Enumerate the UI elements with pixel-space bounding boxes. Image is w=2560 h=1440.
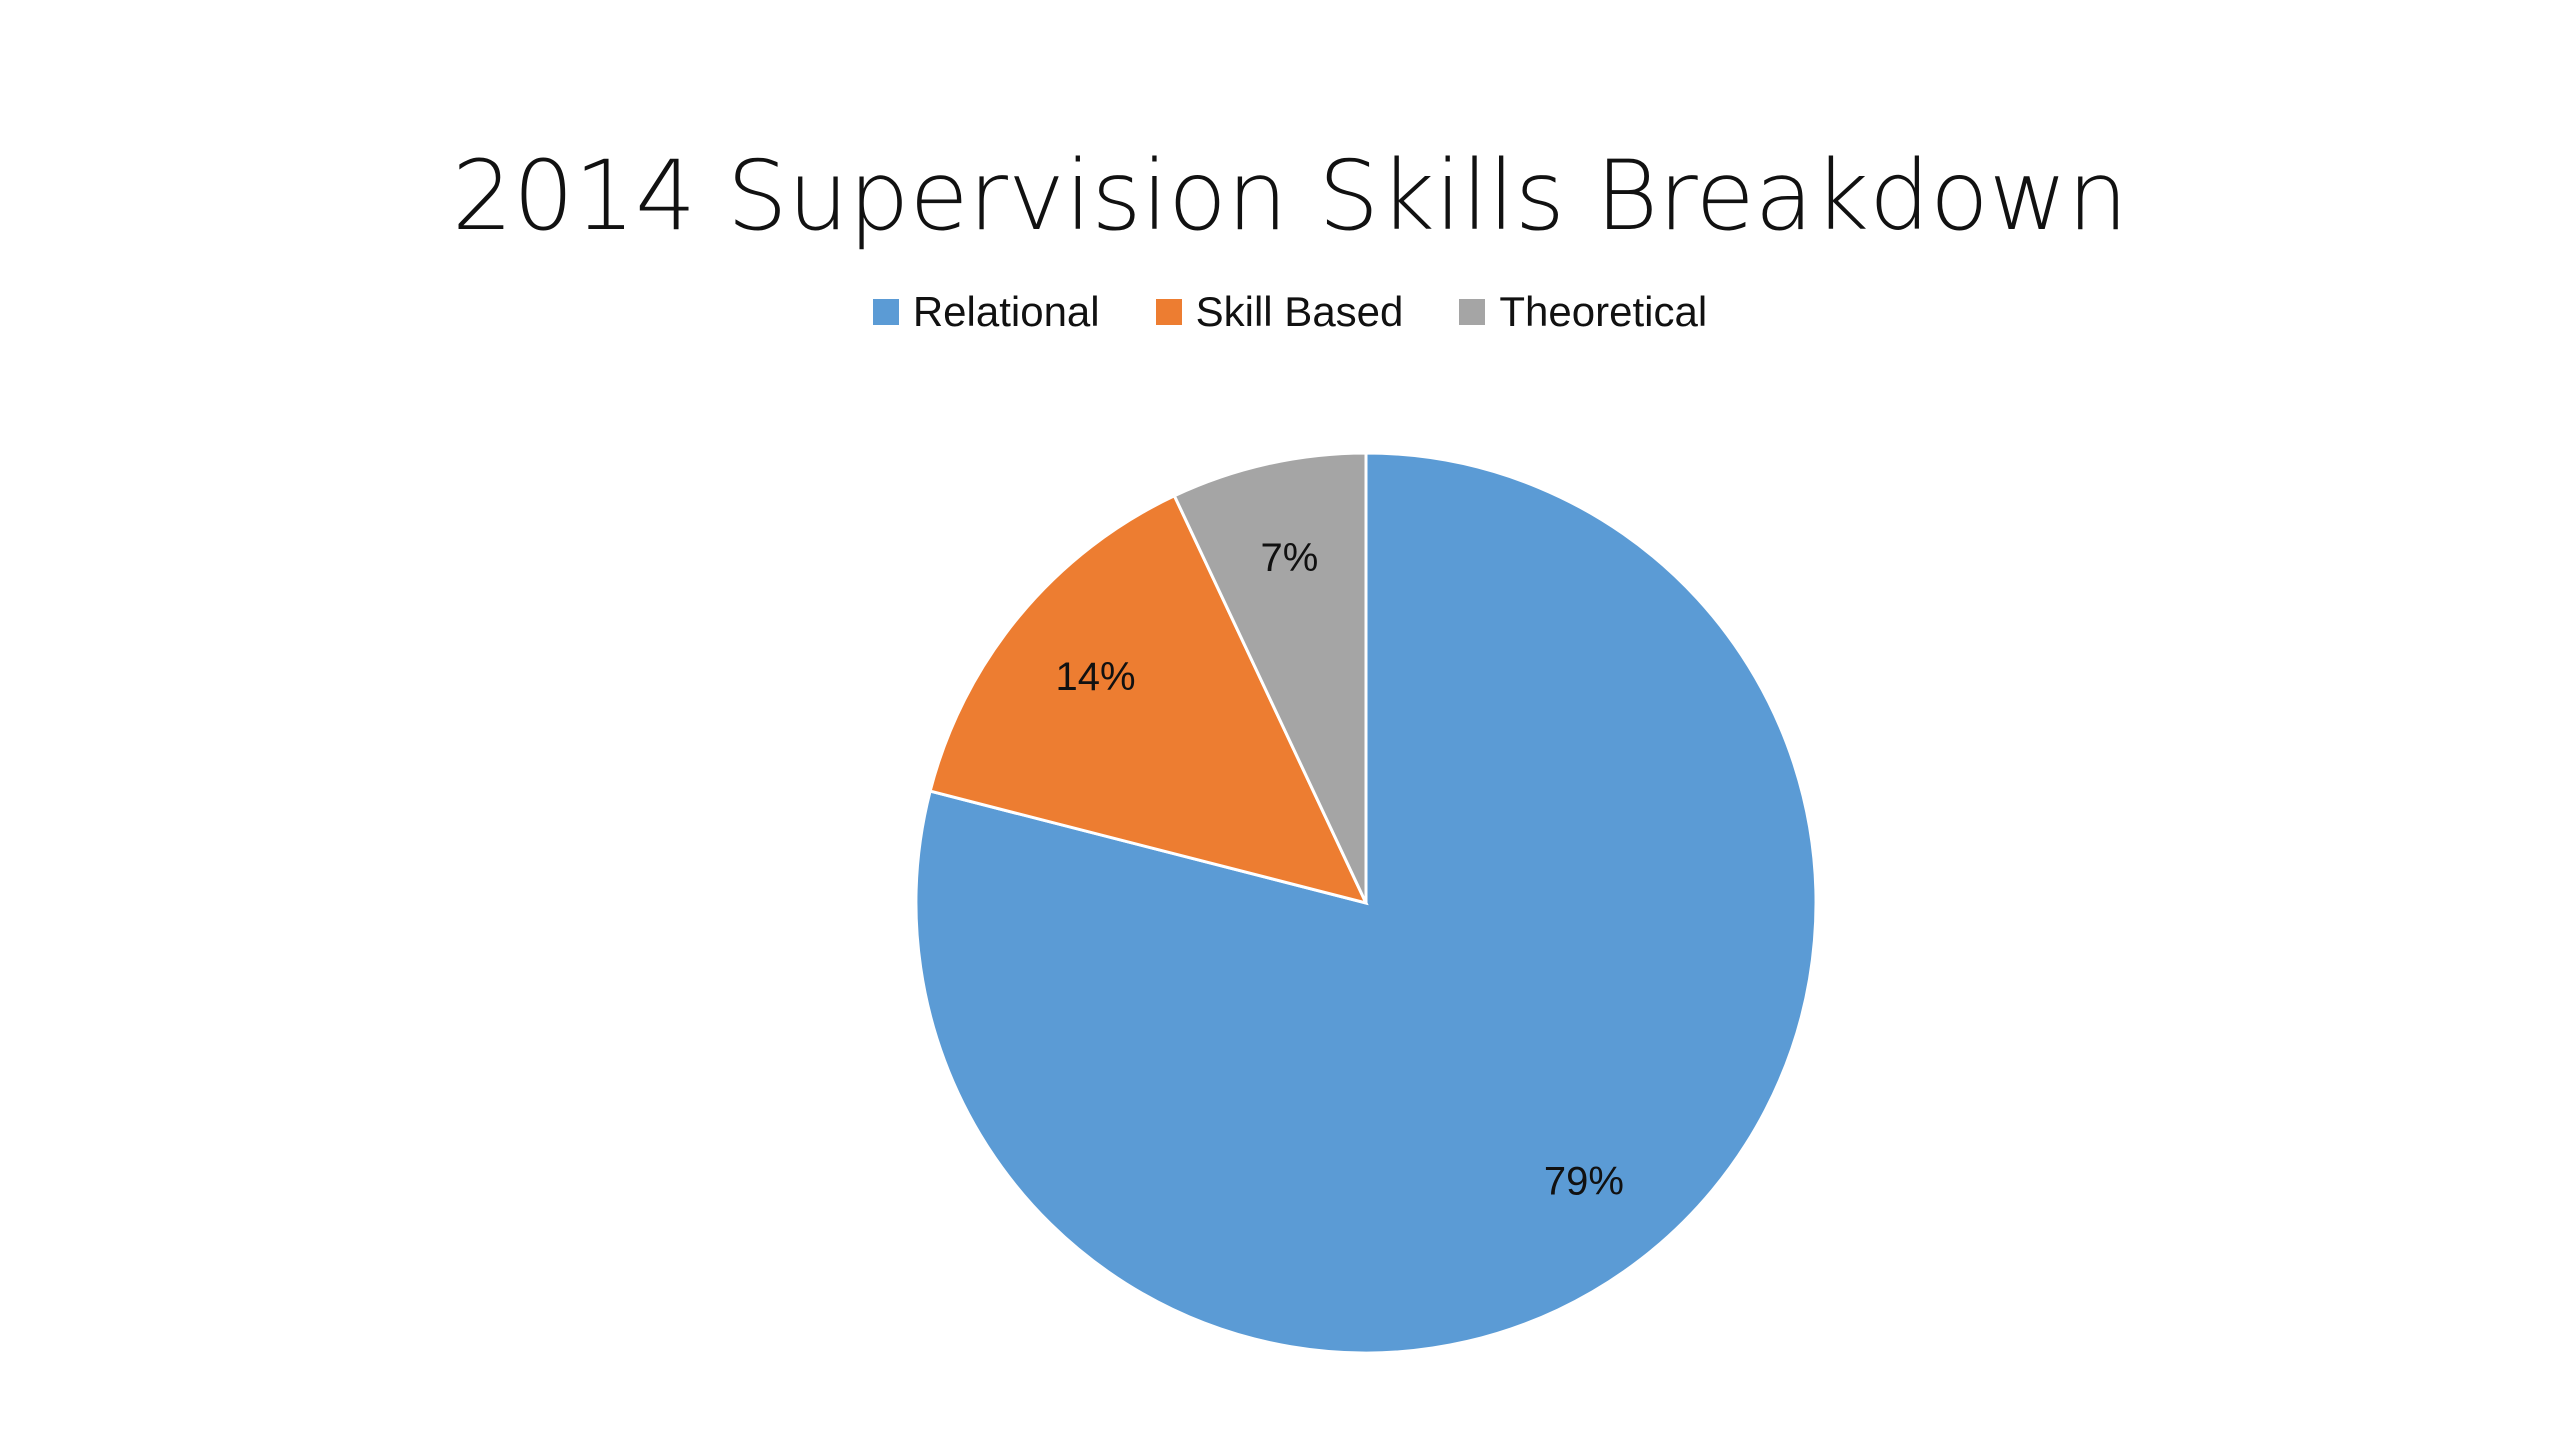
legend-swatch-relational (872, 299, 899, 325)
legend-item-skill-based: Skill Based (1155, 288, 1404, 336)
data-label-skill-based: 14% (1056, 655, 1136, 699)
legend-swatch-theoretical (1459, 299, 1486, 325)
legend: Relational Skill Based Theoretical (0, 288, 2560, 336)
legend-label-theoretical: Theoretical (1499, 288, 1708, 335)
legend-label-skill-based: Skill Based (1195, 288, 1404, 335)
data-label-theoretical: 7% (1261, 536, 1319, 580)
legend-swatch-skill-based (1155, 299, 1182, 325)
legend-item-theoretical: Theoretical (1459, 288, 1707, 336)
data-label-relational: 79% (1544, 1159, 1624, 1203)
legend-label-relational: Relational (912, 288, 1100, 335)
pie-slice-theoretical (1172, 451, 1368, 904)
chart-title: 2014 Supervision Skills Breakdown (451, 140, 2129, 252)
pie-slice-skill-based (928, 493, 1369, 906)
legend-item-relational: Relational (872, 288, 1100, 336)
